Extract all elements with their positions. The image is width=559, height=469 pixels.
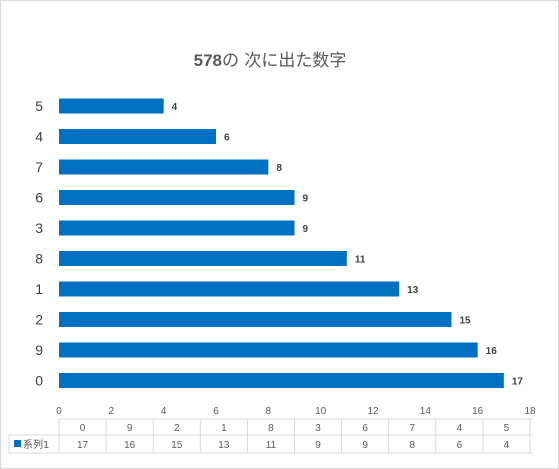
table-category-cell: 7 xyxy=(409,423,415,434)
table-value-cell: 13 xyxy=(218,440,230,451)
table-value-cell: 15 xyxy=(171,440,183,451)
bar-3 xyxy=(59,220,295,236)
table-value-cell: 11 xyxy=(266,440,277,451)
bar-5 xyxy=(59,98,164,114)
legend-swatch xyxy=(14,440,21,447)
category-label-9: 9 xyxy=(35,342,43,358)
bar-8 xyxy=(59,251,347,266)
table-value-cell: 16 xyxy=(124,440,136,451)
table-value-cell: 8 xyxy=(409,440,415,451)
x-tick-label: 16 xyxy=(472,406,484,417)
x-tick-label: 8 xyxy=(266,406,272,417)
category-labels: 0 9 2 1 8 3 6 7 4 5 xyxy=(35,98,43,389)
x-tick-label: 14 xyxy=(420,406,432,417)
category-label-6: 6 xyxy=(35,190,43,206)
data-label-7: 8 xyxy=(276,163,282,174)
data-labels: 17 16 15 13 11 9 9 8 6 4 xyxy=(172,102,524,388)
data-label-9: 16 xyxy=(486,346,498,357)
table-category-cell: 0 xyxy=(80,423,86,434)
category-label-1: 1 xyxy=(35,281,43,297)
table-category-cell: 2 xyxy=(174,423,180,434)
x-tick-label: 4 xyxy=(161,406,167,417)
bar-7 xyxy=(59,159,269,175)
legend-series-name: 系列1 xyxy=(23,438,49,451)
category-label-4: 4 xyxy=(35,129,43,145)
table-value-cell: 6 xyxy=(457,440,463,451)
table-category-cell: 6 xyxy=(362,423,368,434)
data-label-4: 6 xyxy=(224,133,230,144)
category-label-3: 3 xyxy=(35,220,43,236)
table-category-cell: 9 xyxy=(127,423,133,434)
bar-6 xyxy=(59,190,295,205)
bar-2 xyxy=(59,312,452,327)
bar-1 xyxy=(59,281,400,297)
x-tick-label: 12 xyxy=(367,406,379,417)
x-tick-label: 10 xyxy=(315,406,327,417)
table-category-cell: 8 xyxy=(268,423,274,434)
category-label-0: 0 xyxy=(35,373,43,389)
category-label-5: 5 xyxy=(35,98,43,114)
data-label-8: 11 xyxy=(355,255,366,266)
table-category-cell: 4 xyxy=(457,423,463,434)
table-category-cell: 3 xyxy=(315,423,321,434)
bar-9 xyxy=(59,342,478,358)
table-category-cell: 5 xyxy=(504,423,510,434)
data-label-6: 9 xyxy=(303,194,309,205)
table-value-cell: 9 xyxy=(362,440,368,451)
table-value-cell: 9 xyxy=(315,440,321,451)
data-label-3: 9 xyxy=(303,224,309,235)
chart-title-text: の 次に出た数字 xyxy=(222,51,346,71)
category-label-8: 8 xyxy=(35,251,43,267)
x-tick-label: 0 xyxy=(56,406,62,417)
data-label-5: 4 xyxy=(172,102,178,113)
bar-0 xyxy=(59,373,504,388)
data-label-0: 17 xyxy=(512,377,524,388)
bars-group xyxy=(59,98,504,388)
chart-title-number: 578 xyxy=(194,51,222,70)
x-tick-label: 6 xyxy=(213,406,219,417)
table-value-cell: 17 xyxy=(77,440,89,451)
x-axis-ticks: 0 2 4 6 8 10 12 14 16 18 xyxy=(56,406,536,417)
data-label-2: 15 xyxy=(460,316,472,327)
x-tick-label: 18 xyxy=(524,406,536,417)
category-label-2: 2 xyxy=(35,312,43,328)
table-value-cell: 4 xyxy=(504,440,510,451)
category-label-7: 7 xyxy=(35,159,43,175)
table-category-cell: 1 xyxy=(221,423,227,434)
bar-4 xyxy=(59,129,216,144)
chart-title: 578の 次に出た数字 xyxy=(194,51,347,71)
data-label-1: 13 xyxy=(407,285,419,296)
x-tick-label: 2 xyxy=(109,406,115,417)
